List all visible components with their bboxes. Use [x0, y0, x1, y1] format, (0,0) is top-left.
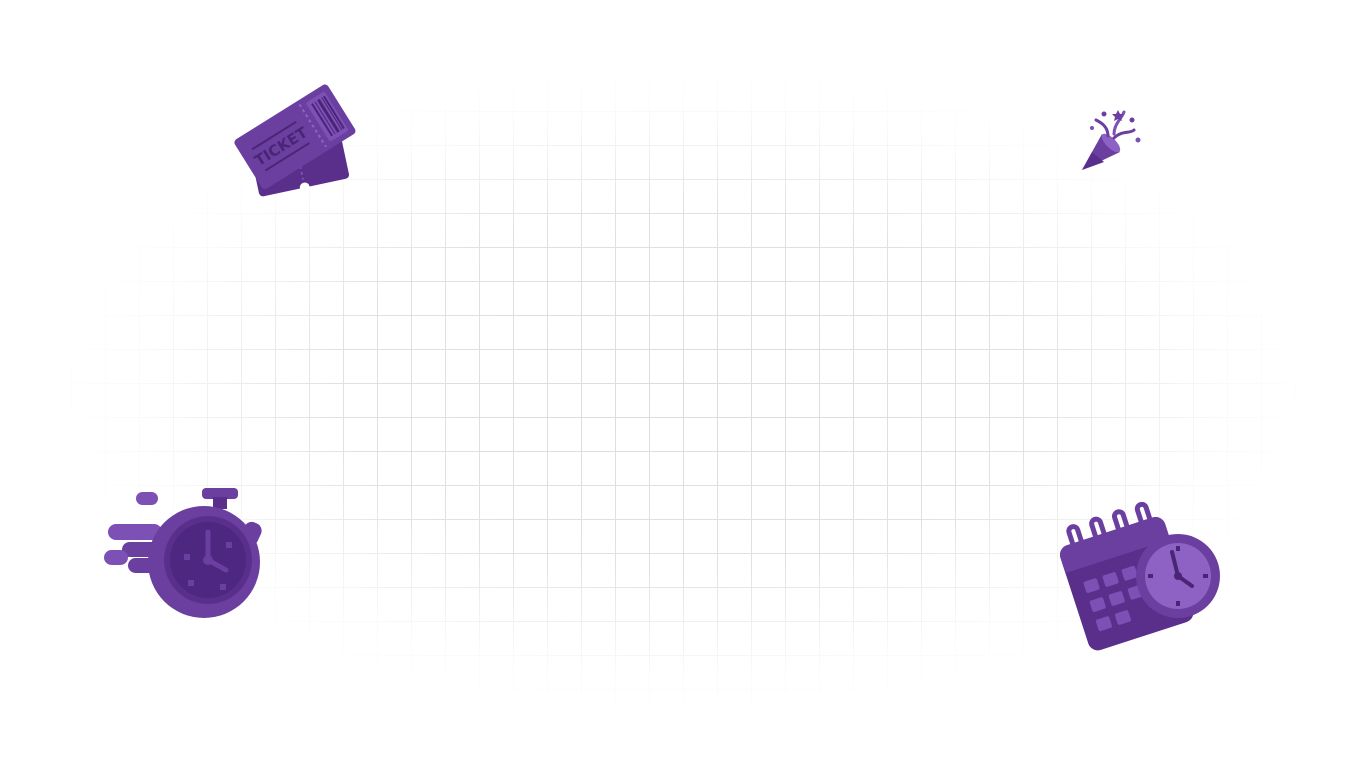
calendar-clock-icon [1058, 488, 1226, 654]
ticket-icon: TICKET [228, 66, 358, 206]
party-popper-icon [1074, 104, 1148, 178]
stopwatch-icon [100, 484, 268, 624]
